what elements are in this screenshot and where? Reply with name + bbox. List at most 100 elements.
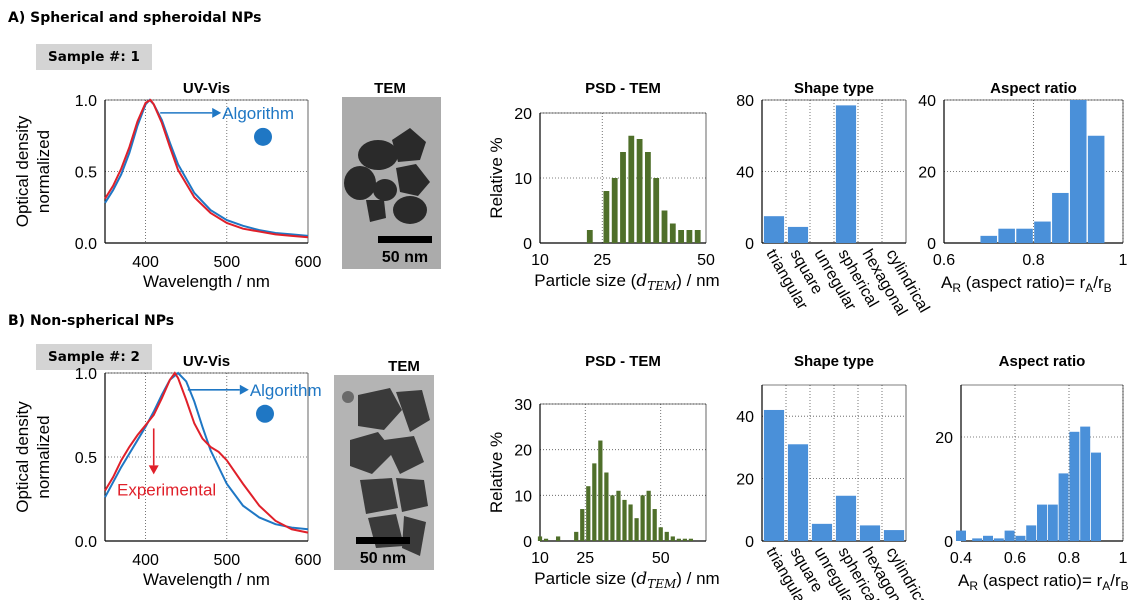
- uvvis_a-ytick-label: 0.5: [75, 165, 97, 182]
- psd_b-bar: [610, 495, 615, 541]
- aspect_b-bar: [1080, 426, 1091, 541]
- aspect_b-title: Aspect ratio: [999, 353, 1086, 370]
- aspect_b-xtick-label: 1: [1119, 550, 1128, 567]
- aspect_a-bar: [998, 228, 1015, 243]
- tem-scale-a: 50 nm: [382, 249, 428, 266]
- psd_a-bar: [653, 178, 660, 243]
- uvvis_b-ylabel-1: Optical density: [13, 401, 32, 513]
- aspect_a-ytick-label: 20: [918, 165, 936, 182]
- psd_b-title: PSD - TEM: [585, 353, 661, 370]
- psd_a-bar: [603, 191, 610, 243]
- psd_a-ytick-label: 0: [523, 236, 532, 253]
- shape_b-ytick-label: 20: [736, 472, 754, 489]
- aspect_a-bar: [980, 235, 998, 243]
- uvvis_b-experimental-arrowhead: [148, 465, 159, 475]
- psd_b-bar: [658, 527, 663, 541]
- psd_b-bar: [688, 538, 694, 541]
- psd_b-bar: [580, 509, 585, 541]
- uvvis_a-xtick-label: 400: [132, 254, 159, 271]
- aspect_a-xtick-label: 0.8: [1022, 252, 1044, 269]
- uvvis_b-xtick-label: 500: [213, 552, 240, 569]
- aspect_a-bar: [1052, 192, 1069, 243]
- psd_b-bar: [682, 538, 687, 541]
- tem-image-b: 50 nm TEM: [334, 358, 434, 570]
- uvvis_b-ytick-label: 0.5: [75, 450, 97, 467]
- psd_a-bar: [611, 178, 618, 243]
- psd_b-bar: [616, 490, 621, 541]
- shape_b-bar-square: [787, 444, 809, 541]
- aspect_a-ytick-label: 0: [927, 236, 936, 253]
- psd_a-xlabel: Particle size (dTEM) / nm: [534, 271, 719, 293]
- shape_b-bar-unregular: [811, 523, 833, 541]
- uvvis_b-algorithm-line: [104, 371, 309, 531]
- aspect_b-bar: [1004, 530, 1015, 541]
- psd_a-xtick-label: 10: [531, 252, 549, 269]
- psd_b-bar: [622, 499, 627, 541]
- uvvis_a-xtick-label: 500: [213, 254, 240, 271]
- psd_b-bar: [543, 538, 549, 541]
- psd_b-ylabel: Relative %: [487, 432, 506, 513]
- aspect_b-xtick-label: 0.4: [950, 550, 972, 567]
- uvvis_b-ylabel-2: normalized: [34, 415, 53, 498]
- aspect_b-bar: [983, 535, 993, 541]
- uvvis_b-chart: UV-Vis 0.0 0.5 1.0 400 500 600 Wavelength / nm O…: [13, 353, 322, 589]
- psd_a-bar: [620, 152, 626, 243]
- shape_a-chart: Shape type04080triangularsquareunregular…: [736, 80, 932, 319]
- psd_a-ylabel: Relative %: [487, 137, 506, 218]
- uvvis_a-algorithm-label: Algorithm: [222, 104, 294, 123]
- aspect_b-xlabel-part: B: [1121, 579, 1129, 593]
- uvvis_b-xtick-label: 600: [295, 552, 322, 569]
- psd_a-xtick-label: 50: [697, 252, 715, 269]
- uvvis_a-ylabel-1: Optical density: [13, 115, 32, 227]
- aspect_b-bar: [993, 538, 1004, 541]
- uvvis_b-xtick-label: 400: [132, 552, 159, 569]
- shape_b-bar-triangular: [763, 409, 785, 541]
- psd_a-bar: [644, 152, 651, 243]
- aspect_a-xlabel-part: R: [952, 281, 961, 295]
- aspect_a-xlabel: AR (aspect ratio)= rA/rB: [941, 273, 1112, 295]
- psd_b-xtick-label: 50: [652, 550, 670, 567]
- aspect_a-ytick-label: 40: [918, 93, 936, 110]
- uvvis_a-ytick-label: 0.0: [75, 236, 97, 253]
- psd_b-ytick-label: 0: [523, 534, 532, 551]
- aspect_a-bar: [1034, 221, 1051, 243]
- psd_a-bar: [628, 135, 635, 243]
- aspect_b-bar: [1047, 504, 1058, 541]
- uvvis_a-algorithm-line: [104, 98, 309, 237]
- shape_b-title: Shape type: [794, 353, 874, 370]
- aspect_a-xtick-label: 1: [1119, 252, 1128, 269]
- tem-title-b: TEM: [388, 358, 420, 375]
- sample-badge-b: Sample #: 2: [36, 344, 152, 370]
- psd_b-bar: [670, 536, 675, 541]
- aspect_b-xtick-label: 0.8: [1058, 550, 1080, 567]
- shape_a-bar-square: [787, 226, 809, 243]
- shape_b-bar-hexagonal: [859, 525, 881, 541]
- psd_b-bar: [574, 531, 579, 541]
- aspect_b-bar: [956, 530, 966, 541]
- shape_a-bar-spherical: [835, 105, 857, 243]
- shape_b-bar-spherical: [835, 495, 857, 541]
- psd_b-ytick-label: 10: [514, 488, 532, 505]
- shape_a-ytick-label: 40: [736, 165, 754, 182]
- psd_b-bar: [628, 504, 633, 541]
- psd_a-bar: [661, 210, 668, 243]
- uvvis_b-experimental-label: Experimental: [117, 480, 216, 499]
- psd_b-bar: [586, 486, 591, 541]
- tem-image-a: 50 nm TEM: [342, 80, 441, 269]
- aspect_b-bar: [1026, 525, 1037, 541]
- psd_b-bar: [555, 536, 561, 541]
- psd_b-ytick-label: 30: [514, 397, 532, 414]
- aspect_b-bar: [1015, 535, 1026, 541]
- shape_a-title: Shape type: [794, 80, 874, 97]
- aspect_b-bar: [1037, 504, 1047, 541]
- uvvis_b-title: UV-Vis: [183, 353, 230, 370]
- psd_b-bar: [664, 531, 669, 541]
- psd_a-bar: [669, 223, 676, 243]
- aspect_b-ytick-label: 20: [935, 430, 953, 447]
- psd_b-xtick-label: 25: [576, 550, 594, 567]
- psd_b-bar: [537, 536, 543, 541]
- aspect_b-ytick-label: 0: [944, 534, 953, 551]
